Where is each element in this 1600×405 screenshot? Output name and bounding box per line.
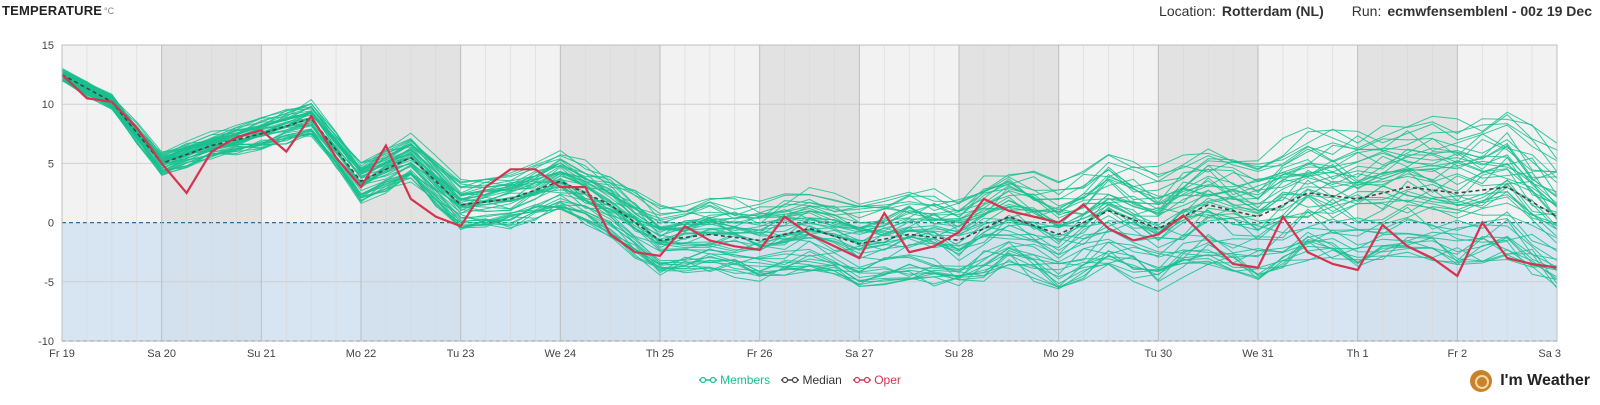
legend-members[interactable]: Members	[699, 373, 770, 387]
run-meta: Location: Rotterdam (NL) Run: ecmwfensemble…	[1159, 3, 1592, 19]
y-tick-label: 0	[48, 218, 54, 230]
member-line	[61, 70, 1558, 216]
member-line	[61, 69, 1558, 234]
location-value[interactable]: Rotterdam (NL)	[1221, 3, 1324, 19]
member-line	[61, 68, 1558, 225]
member-line	[61, 71, 1558, 237]
brand-name: I'm Weather	[1500, 372, 1590, 389]
member-line	[61, 75, 1558, 280]
x-tick-label: Sa 3	[1538, 348, 1561, 360]
location-label: Location:	[1159, 3, 1216, 19]
member-line	[61, 72, 1558, 232]
chart-header: TEMPERATURE °C Location: Rotterdam (NL) Ru…	[0, 0, 1600, 24]
oper-swatch-icon	[853, 376, 872, 384]
members-series[interactable]	[61, 68, 1558, 292]
legend-oper-label: Oper	[874, 373, 901, 387]
grid-lines	[61, 44, 1558, 342]
x-tick-label: Sa 27	[845, 348, 874, 360]
x-tick-label: Mo 29	[1043, 348, 1074, 360]
median-swatch-icon	[781, 376, 800, 384]
chart-title: TEMPERATURE	[2, 3, 103, 18]
legend-members-label: Members	[720, 373, 771, 387]
chart-unit: °C	[104, 6, 115, 16]
x-tick-label: Th 1	[1347, 348, 1369, 360]
x-tick-label: Su 28	[945, 348, 974, 360]
x-tick-label: Tu 30	[1144, 348, 1172, 360]
brand[interactable]: I'm Weather	[1470, 370, 1590, 392]
x-tick-label: Su 21	[247, 348, 276, 360]
legend: Members Median Oper	[0, 373, 1600, 388]
x-tick-label: We 31	[1242, 348, 1274, 360]
x-tick-label: Fr 26	[747, 348, 773, 360]
oper-series[interactable]	[61, 73, 1558, 278]
member-line	[61, 76, 1558, 262]
brand-logo-icon	[1470, 370, 1493, 392]
x-tick-label: Mo 22	[346, 348, 377, 360]
plot-border	[61, 44, 1558, 342]
y-tick-label: 10	[42, 99, 54, 111]
member-line	[61, 71, 1558, 221]
x-tick-label: Fr 2	[1448, 348, 1468, 360]
legend-median-label: Median	[802, 373, 842, 387]
x-tick-label: Sa 20	[147, 348, 176, 360]
member-line	[61, 78, 1558, 284]
member-line	[61, 76, 1558, 283]
y-tick-label: -5	[44, 277, 54, 289]
axes: -10 -5 0 5 10 15 Fr 19 Sa 20 Su 21 Mo 22 Tu 23 We 2…	[38, 40, 1561, 360]
x-tick-label: Tu 23	[447, 348, 475, 360]
x-tick-label: Fr 19	[49, 348, 75, 360]
member-line	[61, 74, 1558, 244]
x-tick-label: We 24	[545, 348, 577, 360]
x-tick-label: Th 25	[646, 348, 674, 360]
y-tick-label: -10	[38, 336, 54, 348]
y-tick-label: 15	[42, 40, 54, 52]
oper-line	[61, 73, 1558, 278]
run-label: Run:	[1351, 3, 1382, 19]
legend-median[interactable]: Median	[781, 373, 842, 387]
member-line	[61, 76, 1558, 287]
member-line	[61, 73, 1558, 252]
y-tick-label: 5	[48, 158, 54, 170]
legend-oper[interactable]: Oper	[853, 373, 901, 387]
run-value[interactable]: ecmwfensemblenl - 00z 19 Dec	[1387, 3, 1592, 19]
members-swatch-icon	[699, 376, 718, 384]
member-line	[61, 69, 1558, 213]
